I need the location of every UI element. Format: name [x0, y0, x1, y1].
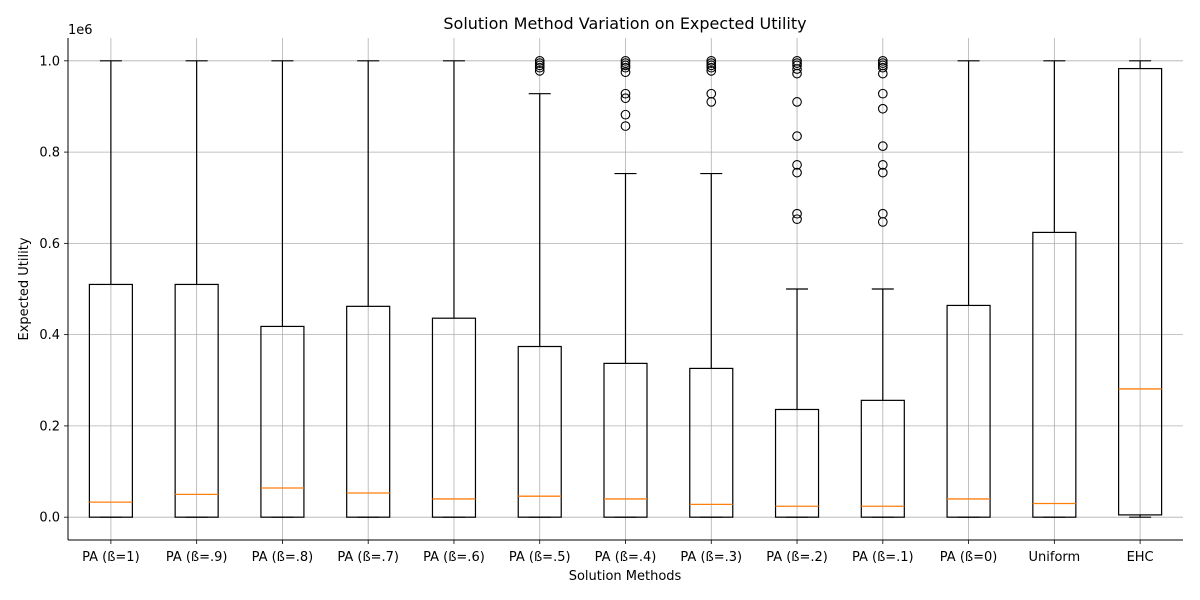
outlier-point [706, 88, 717, 99]
outlier-point [792, 60, 802, 71]
box-group [517, 55, 562, 518]
box-iqr [346, 305, 391, 518]
y-tick-label: 0.8 [39, 146, 60, 161]
box-group [174, 60, 219, 518]
outlier-point [706, 55, 717, 66]
outlier-point [620, 55, 631, 66]
outlier-point [877, 62, 888, 73]
box-iqr [689, 367, 734, 518]
outlier-point [620, 93, 631, 104]
box-group [946, 60, 991, 518]
outlier-point [877, 103, 888, 114]
outlier-point [620, 62, 631, 73]
x-tick-label: PA (ß=.5) [509, 550, 571, 565]
outlier-point [877, 60, 888, 71]
outlier-point [534, 66, 545, 76]
outlier-point [792, 97, 802, 107]
outlier-point [534, 55, 545, 66]
outlier-point [620, 121, 631, 131]
outlier-point [877, 160, 888, 170]
x-tick-label: PA (ß=.8) [252, 550, 314, 565]
outlier-point [877, 141, 888, 152]
outlier-point [877, 167, 888, 178]
box-iqr [260, 325, 305, 518]
box-group [431, 60, 477, 518]
box-iqr [774, 408, 820, 518]
box-group [860, 55, 905, 518]
outlier-point [706, 58, 717, 68]
x-tick-label: PA (ß=0) [940, 550, 998, 565]
box-group [88, 60, 133, 518]
outlier-point [620, 88, 631, 99]
box-group [1032, 60, 1077, 518]
x-tick-label: PA (ß=1) [82, 550, 140, 565]
box-iqr [603, 362, 648, 518]
box-group [1118, 60, 1163, 518]
box-group [603, 55, 648, 518]
box-iqr [174, 283, 219, 518]
x-tick-label: PA (ß=.6) [423, 550, 485, 565]
y-tick-label: 0.2 [39, 419, 60, 434]
box-group [774, 55, 820, 518]
x-tick-label: PA (ß=.7) [337, 550, 399, 565]
outlier-point [877, 88, 888, 99]
outlier-point [877, 55, 888, 66]
outlier-point [877, 208, 888, 219]
y-tick-label: 1.0 [39, 54, 60, 69]
boxes-layer [88, 55, 1163, 518]
y-tick-label: 0.4 [39, 328, 60, 343]
box-iqr [88, 283, 133, 518]
outlier-point [792, 208, 802, 219]
y-tick-label: 0.0 [39, 511, 60, 526]
box-iqr [1118, 67, 1163, 516]
outlier-point [792, 160, 802, 170]
x-tick-label: EHC [1127, 550, 1154, 565]
x-tick-label: PA (ß=.9) [166, 550, 228, 565]
box-group [689, 55, 734, 518]
y-scale-label: 1e6 [68, 23, 93, 38]
outlier-point [534, 58, 545, 68]
outlier-point [792, 214, 802, 225]
box-iqr [517, 345, 562, 518]
outlier-point [534, 60, 545, 71]
outlier-point [620, 60, 631, 71]
y-axis-label: Expected Utility [17, 237, 32, 340]
x-axis-label: Solution Methods [569, 569, 682, 584]
x-tick-label: PA (ß=.3) [680, 550, 742, 565]
outlier-point [706, 62, 717, 73]
outlier-point [706, 66, 717, 76]
outlier-point [792, 167, 802, 178]
box-group [346, 60, 391, 518]
x-tick-label: PA (ß=.4) [595, 550, 657, 565]
outlier-point [877, 58, 888, 68]
x-tick-label: PA (ß=.2) [766, 550, 828, 565]
box-iqr [860, 399, 905, 518]
box-iqr [1032, 231, 1077, 518]
outlier-point [620, 109, 631, 120]
box-iqr [431, 317, 477, 518]
outlier-point [534, 62, 545, 73]
chart-title: Solution Method Variation on Expected Ut… [443, 14, 806, 33]
x-tick-label: PA (ß=.1) [852, 550, 914, 565]
outlier-point [706, 60, 717, 71]
y-tick-label: 0.6 [39, 237, 60, 252]
box-iqr [946, 304, 991, 518]
outlier-point [620, 58, 631, 68]
outlier-point [792, 55, 802, 66]
outlier-point [792, 58, 802, 68]
box-group [260, 60, 305, 518]
outlier-point [792, 131, 802, 141]
x-tick-label: Uniform [1029, 550, 1081, 565]
axes-layer: 0.0 0.2 0.4 0.6 0.8 1.0 PA (ß=1) PA (ß=.9) PA (ß… [39, 38, 1183, 565]
